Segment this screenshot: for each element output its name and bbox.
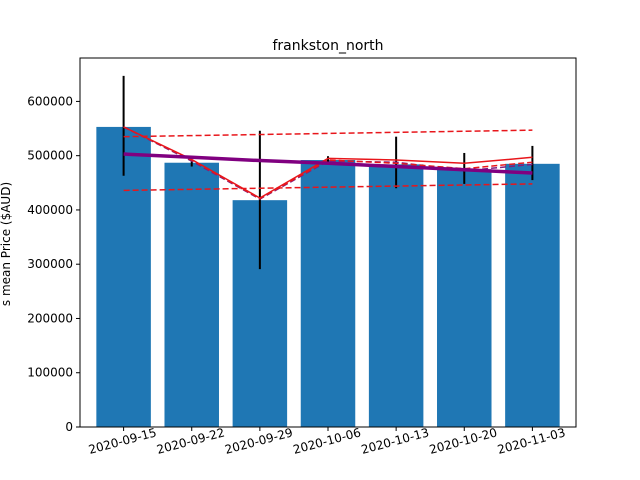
y-tick-label: 600000 [27,94,73,108]
bar-2020-11-03 [505,163,560,428]
bar-2020-09-15 [96,126,151,428]
y-axis-label: s mean Price ($AUD) [0,182,13,306]
y-tick-label: 400000 [27,203,73,217]
lines-group [123,126,533,200]
series-line-6 [123,183,533,192]
series-line-3 [123,126,533,200]
bar-2020-10-13 [368,164,424,427]
bar-2020-10-06 [300,160,356,428]
series-line-5 [123,129,533,138]
bar-2020-09-22 [164,162,219,427]
y-tick-label: 100000 [27,366,73,380]
y-tick-label: 500000 [27,149,73,163]
series-line-4 [123,152,533,175]
y-tick-label: 0 [65,420,73,434]
bar-2020-10-20 [437,169,492,427]
y-tick-label: 300000 [27,257,73,271]
y-ticks-group: 0 100000 200000 300000 400000 500000 600000 [27,94,80,434]
chart-title: frankston_north [272,38,383,54]
y-tick-label: 200000 [27,311,73,325]
errorbars-group [122,75,534,270]
